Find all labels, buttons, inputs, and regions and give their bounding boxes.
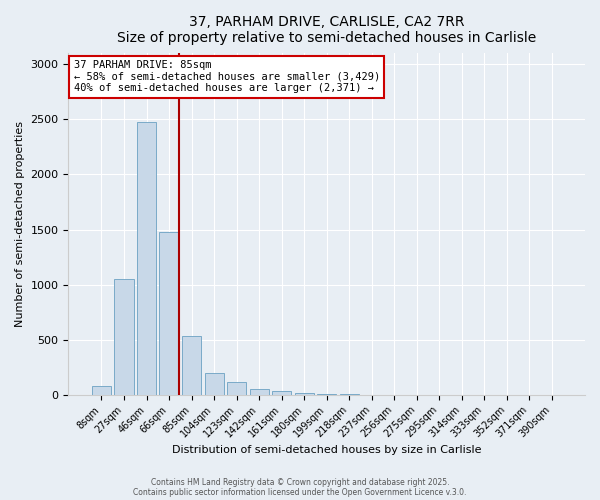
Bar: [250, 388, 269, 394]
Bar: [115, 279, 134, 394]
Text: Contains HM Land Registry data © Crown copyright and database right 2025.
Contai: Contains HM Land Registry data © Crown c…: [133, 478, 467, 497]
X-axis label: Distribution of semi-detached houses by size in Carlisle: Distribution of semi-detached houses by …: [172, 445, 481, 455]
Bar: [205, 372, 224, 394]
Bar: [272, 392, 291, 394]
Bar: [182, 336, 201, 394]
Bar: [160, 232, 179, 394]
Text: 37 PARHAM DRIVE: 85sqm
← 58% of semi-detached houses are smaller (3,429)
40% of : 37 PARHAM DRIVE: 85sqm ← 58% of semi-det…: [74, 60, 380, 94]
Bar: [295, 392, 314, 394]
Bar: [92, 386, 111, 394]
Y-axis label: Number of semi-detached properties: Number of semi-detached properties: [15, 121, 25, 327]
Bar: [137, 122, 156, 394]
Bar: [227, 382, 246, 394]
Title: 37, PARHAM DRIVE, CARLISLE, CA2 7RR
Size of property relative to semi-detached h: 37, PARHAM DRIVE, CARLISLE, CA2 7RR Size…: [117, 15, 536, 45]
